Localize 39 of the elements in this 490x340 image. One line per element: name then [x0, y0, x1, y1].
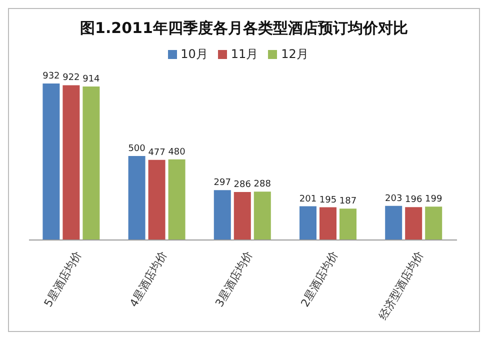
data-label: 196 [405, 195, 422, 206]
data-label: 932 [42, 72, 60, 82]
bar [82, 86, 100, 240]
x-tick-label: 3星酒店均价 [212, 249, 256, 310]
legend-label: 12月 [281, 47, 308, 61]
data-label: 203 [385, 194, 402, 204]
bar [128, 156, 146, 240]
data-label: 922 [62, 73, 80, 84]
bar [299, 206, 316, 240]
bar [254, 192, 271, 240]
data-label: 195 [319, 195, 337, 206]
bar [425, 206, 442, 240]
bar [234, 192, 251, 240]
data-label: 500 [128, 144, 146, 154]
data-label: 480 [168, 147, 186, 158]
data-label: 187 [339, 196, 357, 207]
bar [339, 208, 356, 240]
bar [319, 207, 336, 240]
legend-label: 10月 [180, 47, 208, 61]
data-label: 477 [148, 148, 166, 158]
data-label: 297 [214, 178, 231, 188]
x-tick-label: 5星酒店均价 [42, 249, 84, 310]
data-label: 288 [254, 180, 272, 190]
data-label: 914 [82, 74, 100, 85]
legend-label: 11月 [230, 47, 258, 61]
bar [385, 206, 402, 240]
bar [62, 85, 80, 240]
bar [168, 159, 186, 240]
data-label: 286 [234, 180, 252, 190]
x-tick-label: 经济型酒店均价 [376, 249, 426, 322]
bar [405, 207, 422, 240]
data-label: 201 [299, 194, 317, 204]
chart-title: 图1.2011年四季度各月各类型酒店预订均价对比 [79, 18, 409, 38]
data-label: 199 [425, 194, 442, 205]
bar [214, 190, 231, 240]
bar [42, 84, 60, 240]
x-tick-label: 2星酒店均价 [298, 249, 341, 310]
bar [148, 160, 166, 240]
x-tick-label: 4星酒店均价 [127, 249, 170, 310]
